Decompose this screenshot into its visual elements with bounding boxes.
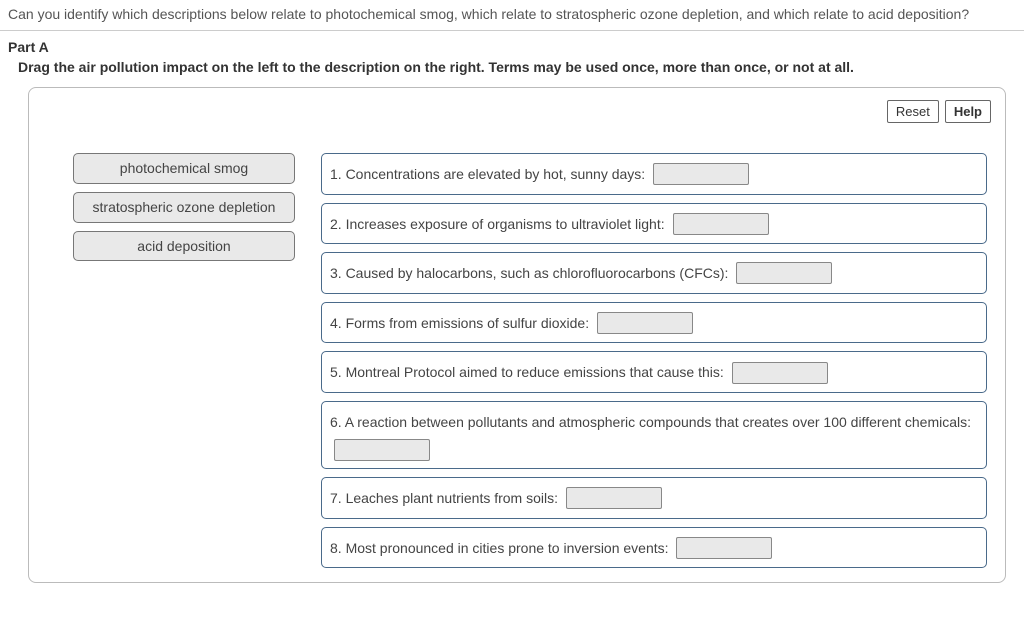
drop-slot[interactable] [736,262,832,284]
toolbar: Reset Help [43,100,991,123]
drop-slot[interactable] [676,537,772,559]
part-label: Part A [0,39,1024,59]
target-row: 2. Increases exposure of organisms to ul… [321,203,987,245]
target-description: 6. A reaction between pollutants and atm… [330,414,971,430]
help-button[interactable]: Help [945,100,991,123]
reset-button[interactable]: Reset [887,100,939,123]
drop-slot[interactable] [673,213,769,235]
target-row: 5. Montreal Protocol aimed to reduce emi… [321,351,987,393]
target-row: 7. Leaches plant nutrients from soils: [321,477,987,519]
instructions: Drag the air pollution impact on the lef… [0,59,1024,87]
drop-slot[interactable] [334,439,430,461]
activity-panel: Reset Help photochemical smog stratosphe… [28,87,1006,583]
target-description: 5. Montreal Protocol aimed to reduce emi… [330,364,724,380]
target-description: 4. Forms from emissions of sulfur dioxid… [330,315,589,331]
target-row: 4. Forms from emissions of sulfur dioxid… [321,302,987,344]
targets-column: 1. Concentrations are elevated by hot, s… [321,153,991,568]
drop-slot[interactable] [653,163,749,185]
term-chip[interactable]: acid deposition [73,231,295,262]
target-row: 8. Most pronounced in cities prone to in… [321,527,987,569]
drop-slot[interactable] [732,362,828,384]
divider [0,30,1024,31]
term-chip[interactable]: photochemical smog [73,153,295,184]
target-description: 3. Caused by halocarbons, such as chloro… [330,265,728,281]
target-description: 2. Increases exposure of organisms to ul… [330,216,665,232]
target-row: 6. A reaction between pollutants and atm… [321,401,987,469]
term-chip[interactable]: stratospheric ozone depletion [73,192,295,223]
target-description: 7. Leaches plant nutrients from soils: [330,490,558,506]
drop-slot[interactable] [597,312,693,334]
target-row: 1. Concentrations are elevated by hot, s… [321,153,987,195]
target-description: 8. Most pronounced in cities prone to in… [330,540,669,556]
question-text: Can you identify which descriptions belo… [0,0,1024,28]
work-area: photochemical smog stratospheric ozone d… [43,153,991,568]
terms-column: photochemical smog stratospheric ozone d… [73,153,295,261]
target-description: 1. Concentrations are elevated by hot, s… [330,166,645,182]
drop-slot[interactable] [566,487,662,509]
target-row: 3. Caused by halocarbons, such as chloro… [321,252,987,294]
